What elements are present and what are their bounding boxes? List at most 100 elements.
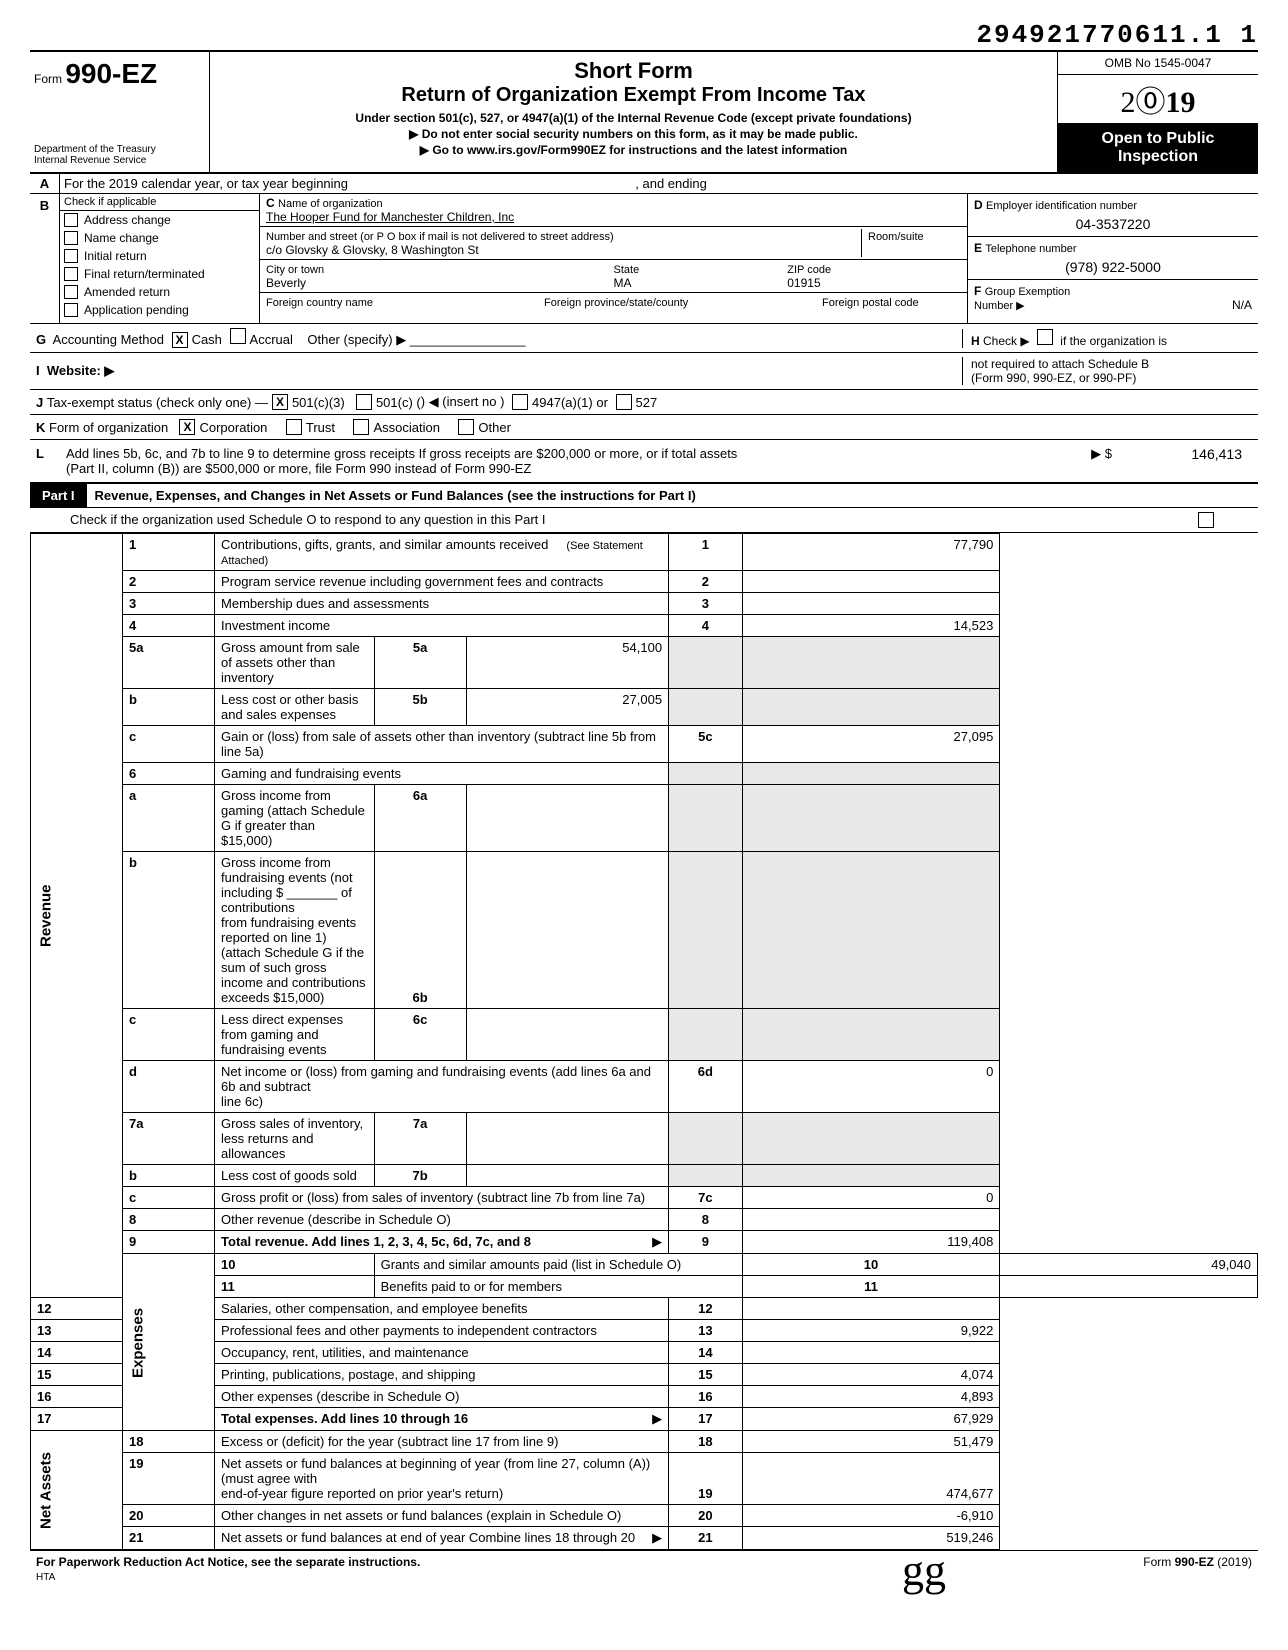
line-4-value: 14,523 — [742, 615, 1000, 637]
line-20-desc: Other changes in net assets or fund bala… — [215, 1505, 669, 1527]
checkbox-trust[interactable] — [286, 419, 302, 435]
label-j: J — [36, 395, 43, 410]
check-name-change[interactable]: Name change — [60, 229, 259, 247]
line-6d-desc: Net income or (loss) from gaming and fun… — [215, 1061, 669, 1113]
check-label: Amended return — [84, 285, 170, 299]
line-5b-desc: Less cost or other basis and sales expen… — [215, 689, 375, 726]
checkbox-icon[interactable] — [64, 231, 78, 245]
line-6a-sn: 6a — [374, 785, 466, 852]
line-2-value — [742, 571, 1000, 593]
check-amended[interactable]: Amended return — [60, 283, 259, 301]
label-i: I — [36, 363, 40, 378]
line-15-rn: 15 — [669, 1364, 743, 1386]
501c3-label: 501(c)(3) — [292, 395, 345, 410]
shade — [669, 1113, 743, 1165]
title-main: Return of Organization Exempt From Incom… — [218, 84, 1049, 107]
part-i-sub: Check if the organization used Schedule … — [30, 508, 1258, 533]
checkbox-accrual[interactable] — [230, 328, 246, 344]
checkbox-assoc[interactable] — [353, 419, 369, 435]
checkbox-4947[interactable] — [512, 394, 528, 410]
checkbox-cash[interactable]: X — [172, 332, 188, 348]
line-5c-rn: 5c — [669, 726, 743, 763]
form-header: Form 990-EZ Department of the Treasury I… — [30, 50, 1258, 174]
line-6c-num: c — [123, 1009, 215, 1061]
line-7a-sv — [466, 1113, 668, 1165]
dept-block: Department of the Treasury Internal Reve… — [34, 144, 205, 166]
line-15-value: 4,074 — [742, 1364, 1000, 1386]
line-13-num: 13 — [31, 1320, 123, 1342]
header-center: Short Form Return of Organization Exempt… — [210, 52, 1058, 172]
hta: HTA — [36, 1572, 55, 1583]
line-a: A For the 2019 calendar year, or tax yea… — [30, 174, 1258, 194]
checkbox-other-org[interactable] — [458, 419, 474, 435]
line-11-value — [1000, 1276, 1258, 1298]
shade — [669, 1165, 743, 1187]
header-right: OMB No 1545-0047 2⓪19 Open to Public Ins… — [1058, 52, 1258, 172]
check-label: Final return/terminated — [84, 267, 205, 281]
gross-receipts: 146,413 — [1112, 446, 1252, 476]
side-netassets: Net Assets — [31, 1431, 123, 1550]
line-10-rn: 10 — [742, 1254, 1000, 1276]
line-5c-num: c — [123, 726, 215, 763]
col-b-checks: Check if applicable Address change Name … — [60, 194, 260, 323]
line-6-desc: Gaming and fundraising events — [215, 763, 669, 785]
title-go: ▶ Go to www.irs.gov/Form990EZ for instru… — [218, 143, 1049, 157]
line-17-num: 17 — [31, 1408, 123, 1431]
line-21-num: 21 — [123, 1527, 215, 1550]
part-i-header: Part I Revenue, Expenses, and Changes in… — [30, 484, 1258, 508]
line-11-num: 11 — [215, 1276, 375, 1298]
checkbox-corp[interactable]: X — [179, 419, 195, 435]
line-1-value: 77,790 — [742, 534, 1000, 571]
open-inspection: Open to Public Inspection — [1058, 124, 1258, 172]
line-16-value: 4,893 — [742, 1386, 1000, 1408]
line-21-value: 519,246 — [742, 1527, 1000, 1550]
state-label: State — [614, 264, 640, 276]
line-3-desc: Membership dues and assessments — [215, 593, 669, 615]
checkbox-schedule-o[interactable] — [1198, 512, 1214, 528]
line-8-rn: 8 — [669, 1209, 743, 1231]
line-15-num: 15 — [31, 1364, 123, 1386]
checkbox-h[interactable] — [1037, 329, 1053, 345]
label-a: A — [30, 174, 60, 193]
checkbox-501c[interactable] — [356, 394, 372, 410]
label-b: B — [30, 194, 60, 323]
line-6b-sv — [466, 852, 668, 1009]
tax-year: 2⓪19 — [1058, 75, 1258, 124]
line-10-value: 49,040 — [1000, 1254, 1258, 1276]
line-8-desc: Other revenue (describe in Schedule O) — [215, 1209, 669, 1231]
line-6d-value: 0 — [742, 1061, 1000, 1113]
org-name: The Hooper Fund for Manchester Children,… — [266, 210, 514, 224]
trust-label: Trust — [306, 420, 335, 435]
line-21-rn: 21 — [669, 1527, 743, 1550]
check-initial-return[interactable]: Initial return — [60, 247, 259, 265]
checkbox-icon[interactable] — [64, 267, 78, 281]
check-label: Application pending — [84, 303, 189, 317]
check-app-pending[interactable]: Application pending — [60, 301, 259, 319]
line-14-rn: 14 — [669, 1342, 743, 1364]
ein-value: 04-3537220 — [974, 212, 1252, 232]
line-3-rn: 3 — [669, 593, 743, 615]
foreign-row: Foreign country name Foreign province/st… — [260, 293, 967, 323]
line-3-num: 3 — [123, 593, 215, 615]
h-text3: not required to attach Schedule B — [971, 357, 1149, 371]
line-17-desc: Total expenses. Add lines 10 through 16▶ — [215, 1408, 669, 1431]
fprov-label: Foreign province/state/county — [544, 297, 688, 309]
check-if-applicable: Check if applicable — [60, 194, 259, 211]
check-final-return[interactable]: Final return/terminated — [60, 265, 259, 283]
line-12-desc: Salaries, other compensation, and employ… — [215, 1298, 669, 1320]
checkbox-icon[interactable] — [64, 303, 78, 317]
checkbox-icon[interactable] — [64, 285, 78, 299]
checkbox-501c3[interactable]: X — [272, 394, 288, 410]
checkbox-527[interactable] — [616, 394, 632, 410]
insert-no: ) ◀ (insert no ) — [421, 394, 505, 410]
box-d: D Employer identification number 04-3537… — [968, 194, 1258, 237]
check-address-change[interactable]: Address change — [60, 211, 259, 229]
line-20-rn: 20 — [669, 1505, 743, 1527]
box-e: E Telephone number (978) 922-5000 — [968, 237, 1258, 280]
h-text2: if the organization is — [1060, 334, 1167, 348]
line-10-num: 10 — [215, 1254, 375, 1276]
line-6c-desc: Less direct expenses from gaming and fun… — [215, 1009, 375, 1061]
title-sub: Under section 501(c), 527, or 4947(a)(1)… — [218, 111, 1049, 125]
checkbox-icon[interactable] — [64, 249, 78, 263]
checkbox-icon[interactable] — [64, 213, 78, 227]
